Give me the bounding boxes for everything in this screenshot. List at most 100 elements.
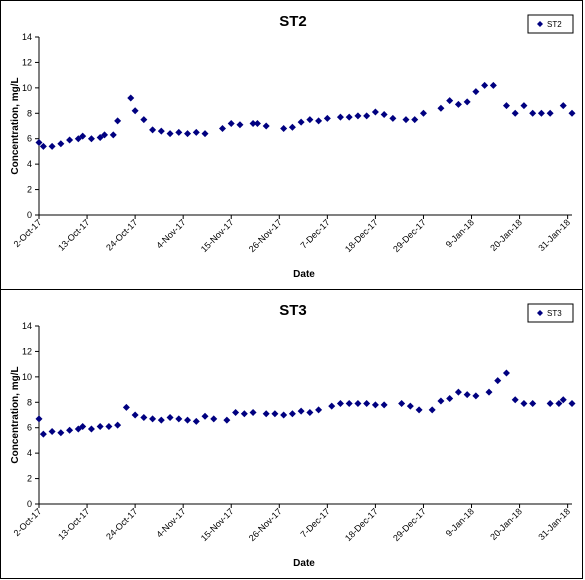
- data-point: [472, 392, 480, 400]
- data-point: [39, 142, 47, 150]
- data-point: [232, 408, 240, 416]
- st2-chart-svg: ST2 0 2 4 6 8 10 12 14 2-Oct-17 13-Oct-17 24-Oct-17…: [10, 13, 576, 280]
- data-point: [96, 422, 104, 430]
- data-point: [66, 136, 74, 144]
- data-point: [446, 394, 454, 402]
- legend-box: [527, 303, 574, 323]
- data-point: [489, 81, 497, 89]
- data-point: [402, 116, 410, 124]
- data-point: [105, 422, 113, 430]
- data-point: [140, 116, 148, 124]
- y-tick-label: 8: [27, 397, 32, 407]
- data-point: [380, 401, 388, 409]
- data-point: [79, 132, 87, 140]
- data-point: [140, 414, 148, 422]
- data-point: [306, 408, 314, 416]
- legend-box: [527, 14, 574, 34]
- chart-title: ST2: [279, 13, 307, 30]
- y-tick-label: 0: [27, 210, 32, 220]
- legend: ST3: [527, 303, 574, 323]
- x-tick-label: 15-Nov-17: [199, 506, 236, 543]
- data-point: [157, 127, 165, 135]
- x-tick-label: 15-Nov-17: [199, 217, 236, 254]
- data-point: [568, 400, 576, 408]
- x-tick-label: 29-Dec-17: [391, 217, 428, 254]
- data-point: [114, 421, 122, 429]
- data-point: [529, 400, 537, 408]
- y-axis-title: Concentration, mg/L: [10, 77, 21, 174]
- y-tick-label: 12: [22, 57, 32, 67]
- x-tick-label: 13-Oct-17: [56, 217, 91, 252]
- data-point: [371, 401, 379, 409]
- data-point: [559, 102, 567, 110]
- x-tick-label: 9-Jan-18: [444, 217, 476, 249]
- data-point: [511, 396, 519, 404]
- y-tick-label: 4: [27, 159, 32, 169]
- data-point: [568, 109, 576, 117]
- y-tick-label: 8: [27, 108, 32, 118]
- data-point: [345, 400, 353, 408]
- data-point: [131, 411, 139, 419]
- data-point: [437, 104, 445, 112]
- legend-marker: [537, 310, 543, 316]
- data-point: [218, 125, 226, 133]
- data-point: [288, 123, 296, 131]
- data-point: [297, 407, 305, 415]
- data-point: [323, 114, 331, 122]
- data-point: [87, 135, 95, 143]
- data-point: [315, 406, 323, 414]
- data-point: [297, 118, 305, 126]
- data-point: [481, 81, 489, 89]
- data-point: [354, 400, 362, 408]
- data-point: [192, 128, 200, 136]
- x-tick-label: 26-Nov-17: [247, 217, 284, 254]
- x-tick-label: 2-Oct-17: [12, 217, 44, 249]
- data-point: [227, 119, 235, 127]
- data-point: [537, 109, 545, 117]
- data-point: [101, 131, 109, 139]
- data-point: [109, 131, 117, 139]
- data-point: [406, 402, 414, 410]
- data-point: [354, 112, 362, 120]
- data-point: [555, 400, 563, 408]
- y-tick-label: 6: [27, 134, 32, 144]
- x-tick-label: 29-Dec-17: [391, 506, 428, 543]
- x-tick-label: 20-Jan-18: [488, 506, 524, 542]
- x-tick-label: 7-Dec-17: [299, 506, 332, 539]
- data-point: [166, 130, 174, 138]
- legend-label: ST2: [547, 20, 562, 29]
- data-point: [345, 113, 353, 121]
- data-point: [201, 130, 209, 138]
- data-point: [328, 402, 336, 410]
- data-point: [122, 403, 130, 411]
- x-tick-label: 24-Oct-17: [104, 217, 139, 252]
- data-point: [288, 410, 296, 418]
- x-tick-label: 4-Nov-17: [154, 217, 187, 250]
- data-point: [520, 102, 528, 110]
- data-point: [87, 425, 95, 433]
- x-tick-label: 9-Jan-18: [444, 506, 476, 538]
- data-point: [184, 416, 192, 424]
- x-tick-label: 13-Oct-17: [56, 506, 91, 541]
- data-point: [389, 114, 397, 122]
- x-axis-title: Date: [293, 269, 315, 280]
- chart-panel-st2: ST2 0 2 4 6 8 10 12 14 2-Oct-17 13-Oct-17 24-Oct-17…: [0, 0, 583, 290]
- data-point: [463, 98, 471, 106]
- y-tick-label: 2: [27, 185, 32, 195]
- data-point: [380, 111, 388, 119]
- legend-marker: [537, 21, 543, 27]
- x-tick-label: 26-Nov-17: [247, 506, 284, 543]
- st3-chart-svg: ST3 0 2 4 6 8 10 12 14 2-Oct-17 13-Oct-17 24-Oct-17…: [10, 302, 576, 569]
- x-tick-label: 24-Oct-17: [104, 506, 139, 541]
- data-point: [306, 116, 314, 124]
- data-point: [48, 142, 56, 150]
- data-point: [454, 388, 462, 396]
- data-point: [249, 408, 257, 416]
- data-point: [502, 369, 510, 377]
- data-point: [79, 422, 87, 430]
- x-tick-label: 4-Nov-17: [154, 506, 187, 539]
- data-point: [529, 109, 537, 117]
- data-point: [419, 109, 427, 117]
- data-point: [559, 396, 567, 404]
- x-tick-label: 31-Jan-18: [536, 217, 572, 253]
